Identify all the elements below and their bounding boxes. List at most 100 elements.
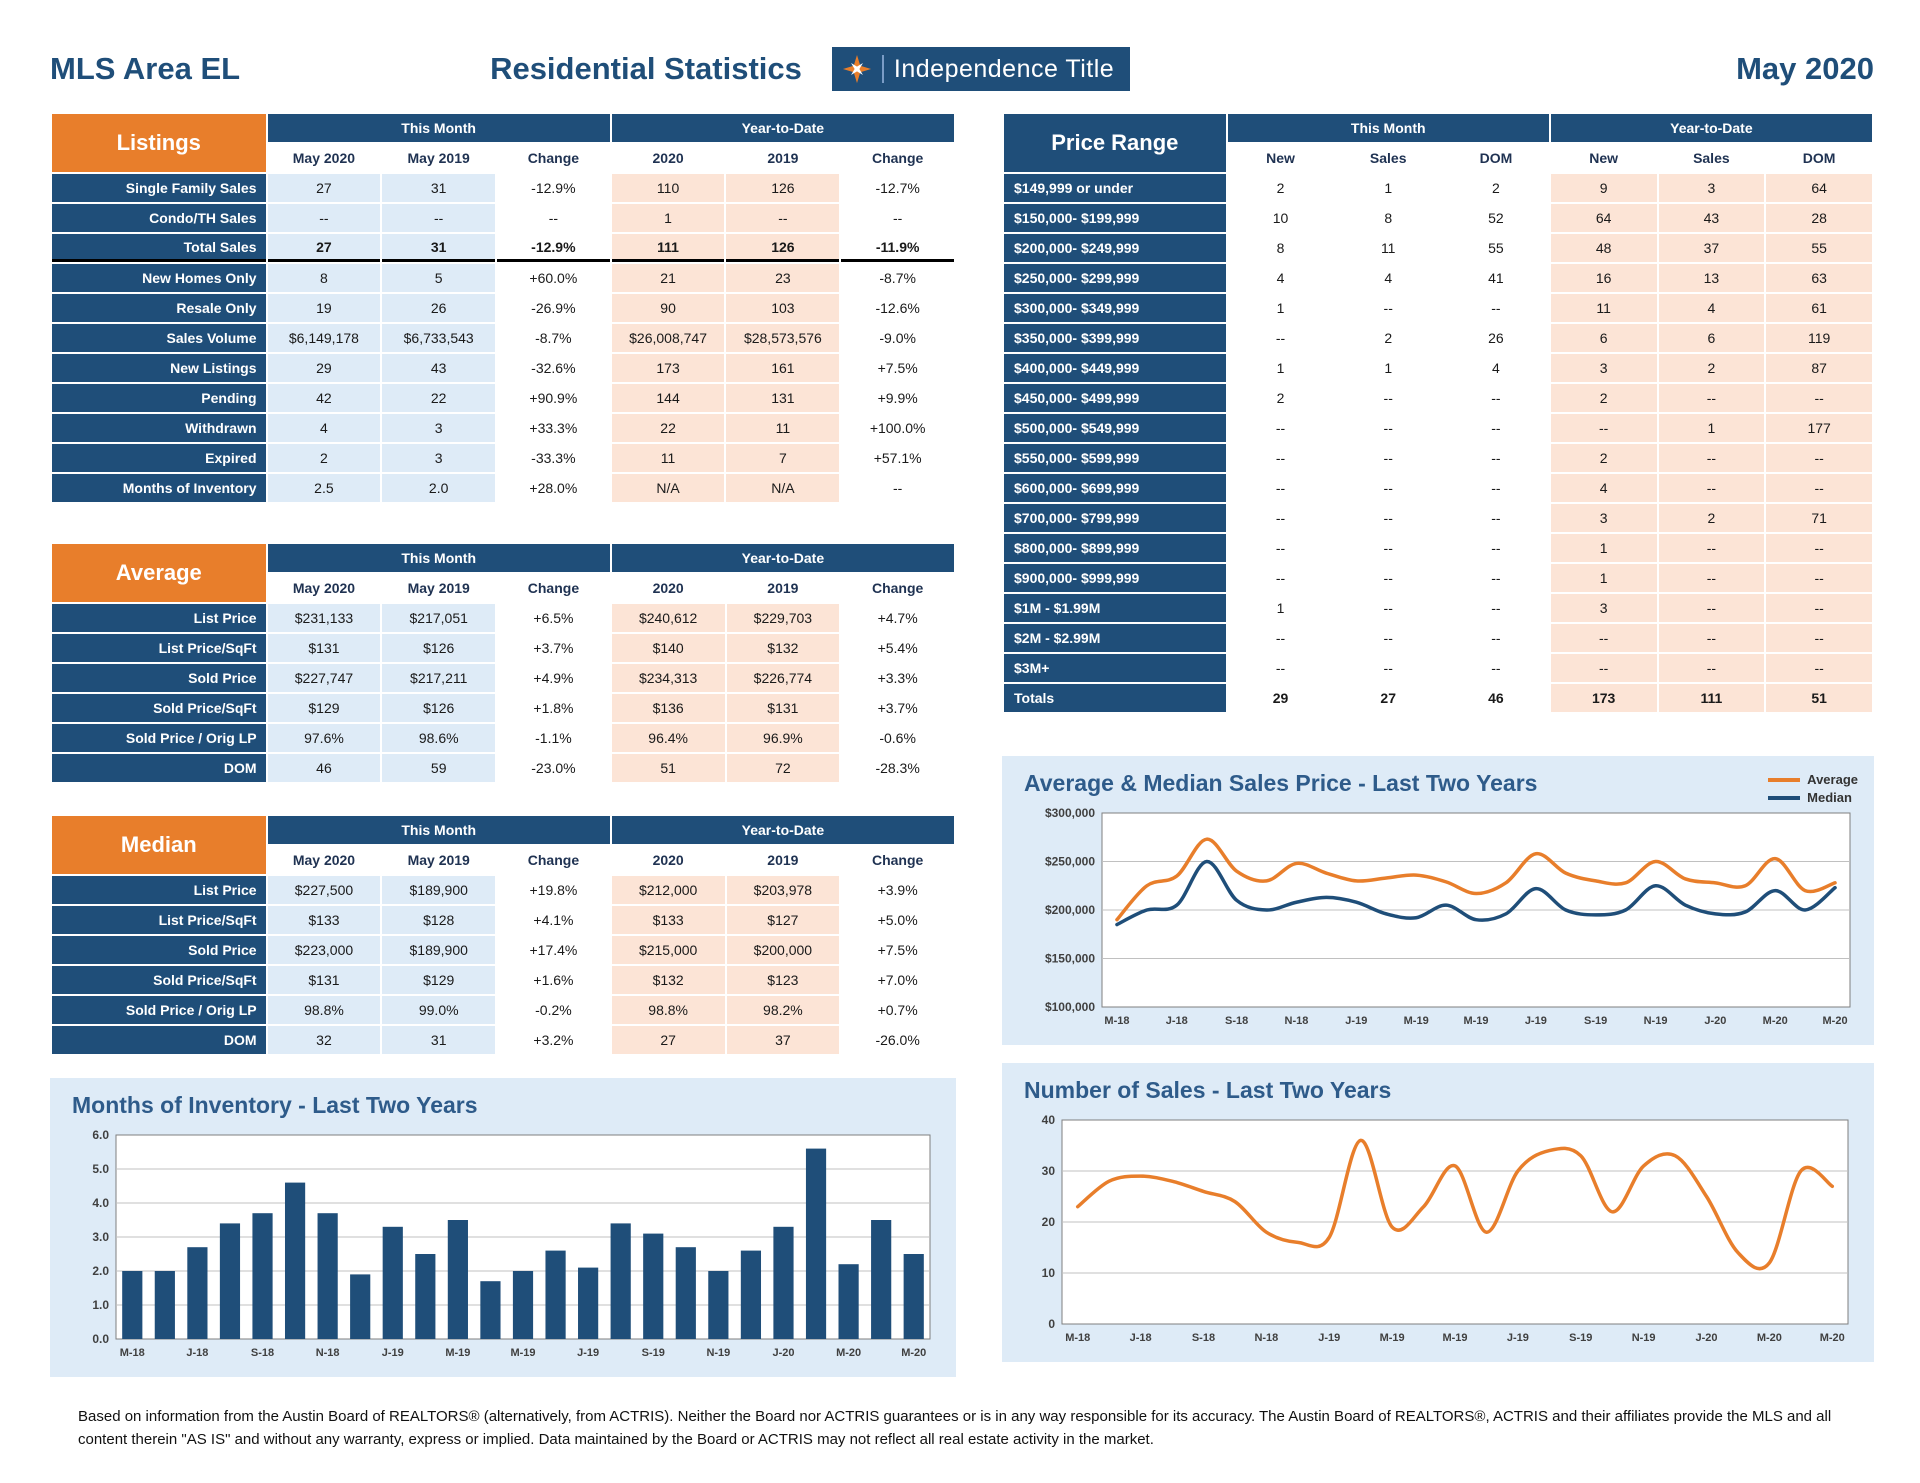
column-header: New — [1550, 144, 1657, 172]
svg-text:1.0: 1.0 — [92, 1298, 109, 1312]
cell: 111 — [611, 234, 725, 262]
average-table: Average This Month Year-to-Date May 2020 May… — [50, 542, 956, 784]
number-of-sales-chart-panel: Number of Sales - Last Two Years 0 10 20 30… — [1002, 1063, 1874, 1362]
table-row: List Price $227,500 $189,900 +19.8% $212,000… — [52, 876, 954, 904]
cell: 98.6% — [382, 724, 496, 752]
logo-divider — [881, 55, 884, 83]
column-header: May 2019 — [382, 144, 496, 172]
cell: 4 — [1550, 474, 1657, 502]
report-header: MLS Area EL Residential Statistics Indep… — [50, 44, 1874, 94]
table-row: $450,000- $499,999 2 -- -- 2 -- -- — [1004, 384, 1872, 412]
cell: 11 — [1335, 234, 1442, 262]
cell: N/A — [726, 474, 840, 502]
cell: -- — [1766, 624, 1872, 652]
cell: -- — [1443, 294, 1549, 322]
group-header: Year-to-Date — [611, 816, 954, 844]
cell: 4 — [1443, 354, 1549, 382]
cell: 72 — [726, 754, 840, 782]
cell: 173 — [611, 354, 725, 382]
cell: 4 — [1335, 264, 1442, 292]
column-header: May 2020 — [267, 574, 381, 602]
row-label: $3M+ — [1004, 654, 1226, 682]
group-header: This Month — [267, 816, 610, 844]
cell: +4.1% — [497, 906, 610, 934]
cell: 6 — [1550, 324, 1657, 352]
column-header: DOM — [1443, 144, 1549, 172]
table-row: DOM 32 31 +3.2% 27 37 -26.0% — [52, 1026, 954, 1054]
cell: -- — [841, 474, 954, 502]
cell: 3 — [1550, 354, 1657, 382]
chart-title: Average & Median Sales Price - Last Two … — [1024, 770, 1538, 796]
column-header: 2019 — [726, 574, 840, 602]
area-title: MLS Area EL — [50, 51, 241, 86]
cell: $28,573,576 — [726, 324, 840, 352]
column-header: May 2019 — [382, 574, 496, 602]
cell: -- — [1443, 384, 1549, 412]
svg-text:J-19: J-19 — [577, 1347, 599, 1359]
row-label: Sold Price / Orig LP — [52, 724, 266, 752]
page-title: Residential Statistics — [490, 51, 802, 86]
cell: $231,133 — [267, 604, 381, 632]
cell: -33.3% — [497, 444, 610, 472]
cell: -- — [1766, 474, 1872, 502]
row-label: Condo/TH Sales — [52, 204, 266, 232]
table-row: Sold Price / Orig LP 97.6% 98.6% -1.1% 96.4%… — [52, 724, 954, 752]
svg-text:N-19: N-19 — [1644, 1015, 1668, 1027]
cell: 51 — [1766, 684, 1872, 712]
right-column: Price Range This Month Year-to-Date New Sale… — [1002, 112, 1874, 1377]
svg-text:J-19: J-19 — [1525, 1015, 1547, 1027]
cell: $200,000 — [726, 936, 840, 964]
cell: 10 — [1227, 204, 1334, 232]
cell: 126 — [726, 174, 840, 202]
cell: 22 — [382, 384, 496, 412]
svg-text:S-19: S-19 — [1569, 1332, 1592, 1344]
table-row: $149,999 or under 2 1 2 9 3 64 — [1004, 174, 1872, 202]
cell: 1 — [1335, 354, 1442, 382]
cell: 161 — [726, 354, 840, 382]
row-label: DOM — [52, 1026, 266, 1054]
cell: +28.0% — [497, 474, 610, 502]
cell: 2 — [1658, 504, 1765, 532]
cell: 8 — [1227, 234, 1334, 262]
svg-text:M-20: M-20 — [1820, 1332, 1845, 1344]
cell: $6,733,543 — [382, 324, 496, 352]
svg-text:N-18: N-18 — [1254, 1332, 1278, 1344]
cell: 2.5 — [267, 474, 381, 502]
cell: -32.6% — [497, 354, 610, 382]
average-tab: Average — [52, 544, 266, 602]
cell: 41 — [1443, 264, 1549, 292]
row-label: Expired — [52, 444, 266, 472]
table-row: $550,000- $599,999 -- -- -- 2 -- -- — [1004, 444, 1872, 472]
group-header: This Month — [267, 114, 610, 142]
cell: 3 — [382, 444, 496, 472]
table-row: Sold Price/SqFt $131 $129 +1.6% $132 $123 +7.0… — [52, 966, 954, 994]
svg-text:J-19: J-19 — [1507, 1332, 1529, 1344]
row-label: $150,000- $199,999 — [1004, 204, 1226, 232]
report-content: Listings This Month Year-to-Date May 2020 Ma… — [50, 112, 1874, 1377]
cell: 96.4% — [611, 724, 725, 752]
cell: 1 — [1227, 354, 1334, 382]
cell: -- — [1335, 564, 1442, 592]
cell: +7.5% — [841, 936, 954, 964]
row-label: List Price — [52, 876, 266, 904]
row-label: New Homes Only — [52, 264, 266, 292]
cell: 119 — [1766, 324, 1872, 352]
cell: -- — [1335, 504, 1442, 532]
chart-title: Number of Sales - Last Two Years — [1024, 1077, 1392, 1103]
cell: -- — [1335, 594, 1442, 622]
cell: +17.4% — [497, 936, 610, 964]
cell: $132 — [726, 634, 840, 662]
cell: $227,747 — [267, 664, 381, 692]
chart-legend: Average Median — [1768, 768, 1858, 805]
svg-text:M-20: M-20 — [901, 1347, 926, 1359]
svg-text:S-18: S-18 — [1225, 1015, 1248, 1027]
price_range-tab: Price Range — [1004, 114, 1226, 172]
cell: -- — [1658, 384, 1765, 412]
cell: -8.7% — [841, 264, 954, 292]
row-label: Pending — [52, 384, 266, 412]
cell: -- — [1443, 474, 1549, 502]
table-row: Sold Price/SqFt $129 $126 +1.8% $136 $131 +3.7… — [52, 694, 954, 722]
svg-text:J-19: J-19 — [382, 1347, 404, 1359]
cell: -- — [1766, 594, 1872, 622]
cell: 1 — [611, 204, 725, 232]
